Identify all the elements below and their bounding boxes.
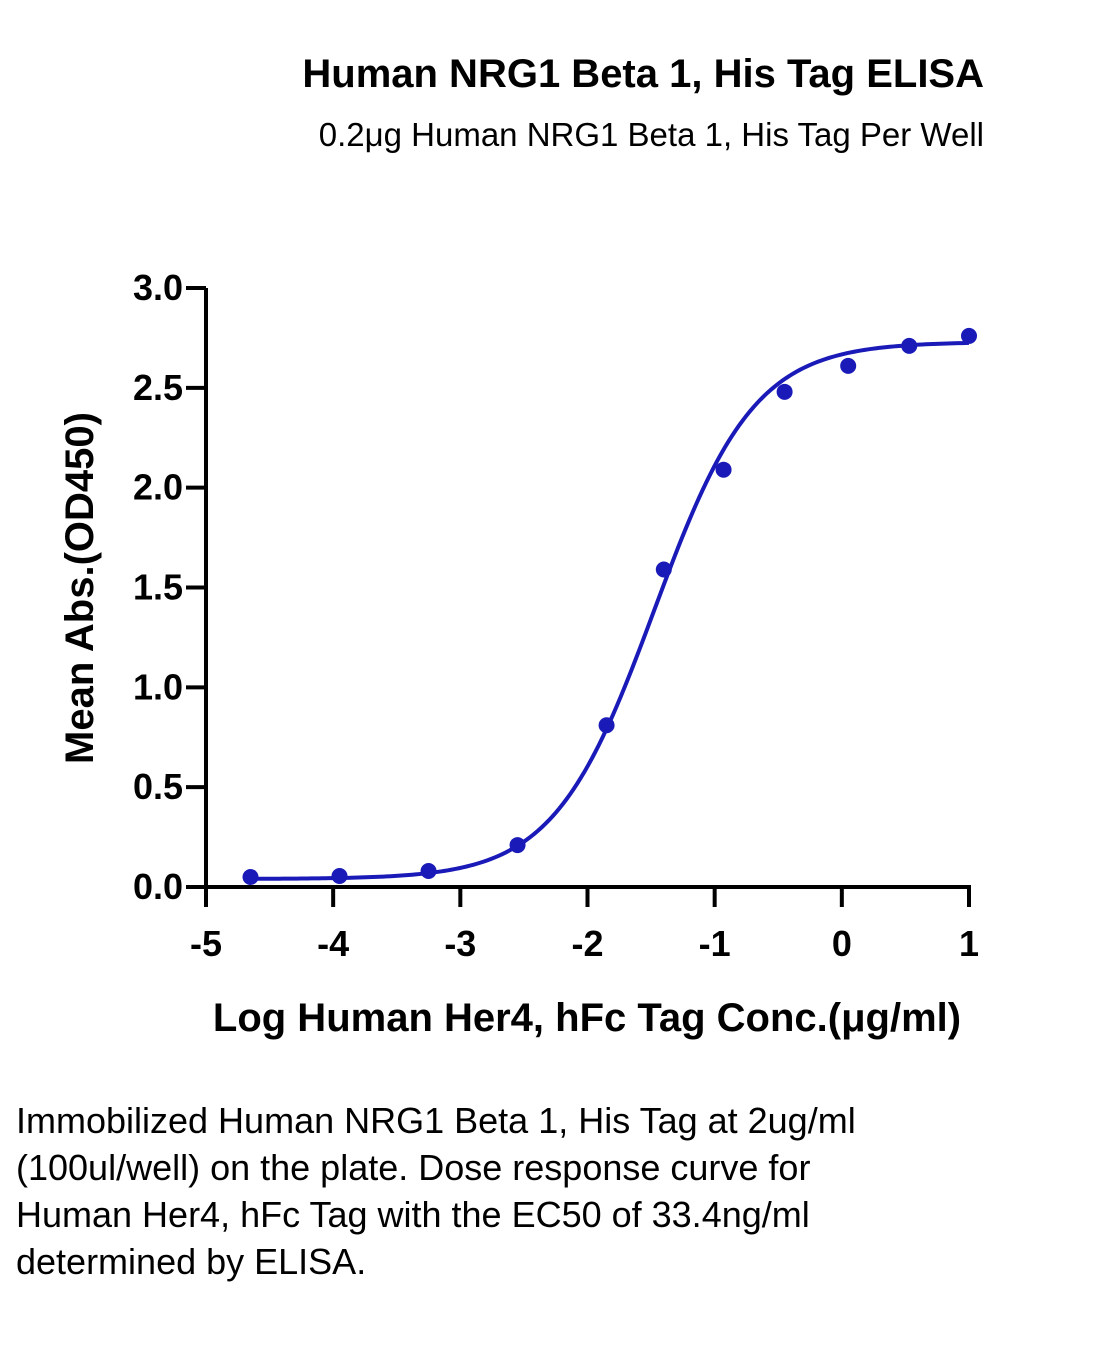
y-tick-label: 2.0 xyxy=(133,467,183,508)
data-points-layer xyxy=(242,327,977,886)
x-axis-label: Log Human Her4, hFc Tag Conc.(μg/ml) xyxy=(213,996,961,1040)
y-tick-label: 0.5 xyxy=(133,766,183,807)
data-point xyxy=(961,327,977,344)
axes: 0.0 0.5 1.0 1.5 2.0 2.5 3.0 -5 -4 -3 -2 -1 0 1 xyxy=(133,267,979,964)
data-point xyxy=(509,837,526,854)
data-point xyxy=(331,868,348,885)
x-tick-label: -2 xyxy=(571,923,603,964)
x-tick-label: -1 xyxy=(699,923,731,964)
y-tick-label: 2.5 xyxy=(133,367,183,408)
x-tick-label: -5 xyxy=(190,923,222,964)
data-point xyxy=(776,383,793,400)
y-tick-label: 0.0 xyxy=(133,866,183,907)
data-point xyxy=(715,461,732,478)
figure-caption: Immobilized Human NRG1 Beta 1, His Tag a… xyxy=(16,1100,856,1282)
chart-plot: 0.0 0.5 1.0 1.5 2.0 2.5 3.0 -5 -4 -3 -2 -1 0 1 Log Hu… xyxy=(58,267,979,1040)
chart-subtitle: 0.2μg Human NRG1 Beta 1, His Tag Per Wel… xyxy=(318,116,984,153)
data-point xyxy=(901,337,918,354)
y-tick-label: 1.5 xyxy=(133,567,183,608)
y-axis-label: Mean Abs.(OD450) xyxy=(58,412,102,764)
y-tick-label: 3.0 xyxy=(133,267,183,308)
x-tick-label: -3 xyxy=(444,923,476,964)
x-tick-label: 1 xyxy=(959,923,979,964)
fit-curve xyxy=(250,340,970,881)
chart-title: Human NRG1 Beta 1, His Tag ELISA xyxy=(302,52,984,96)
x-tick-label: -4 xyxy=(317,923,349,964)
data-point xyxy=(420,863,437,880)
data-point xyxy=(598,717,615,734)
x-tick-label: 0 xyxy=(832,923,852,964)
data-point xyxy=(242,869,259,886)
data-point xyxy=(840,357,857,374)
fit-curve-layer xyxy=(250,340,970,881)
data-point xyxy=(655,561,672,578)
y-tick-label: 1.0 xyxy=(133,666,183,707)
